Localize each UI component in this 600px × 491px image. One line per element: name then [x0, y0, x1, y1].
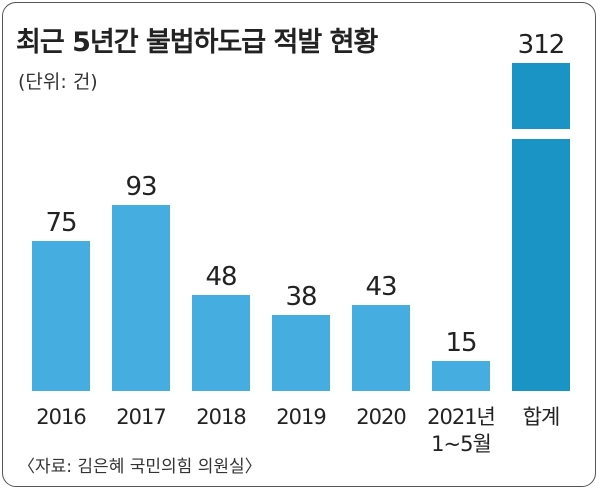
bar-total — [512, 63, 570, 391]
category-label-3: 2019 — [276, 405, 325, 429]
bar-2 — [192, 295, 250, 391]
value-label-6: 312 — [518, 30, 565, 60]
value-label-0: 75 — [45, 208, 76, 238]
value-label-4: 43 — [365, 272, 396, 302]
chart-title: 최근 5년간 불법하도급 적발 현황 — [16, 27, 378, 58]
bar-1 — [112, 205, 170, 391]
category-label-5-1: 1~5월 — [431, 432, 491, 456]
bar-5 — [432, 361, 490, 391]
unit-label: (단위: 건) — [18, 71, 98, 93]
category-label-1: 2017 — [116, 405, 165, 429]
chart-frame — [2, 2, 596, 487]
bar-3 — [272, 315, 330, 391]
value-label-2: 48 — [205, 262, 236, 292]
value-label-5: 15 — [445, 328, 476, 358]
bar-4 — [352, 305, 410, 391]
category-label-2: 2018 — [196, 405, 245, 429]
category-label-4: 2020 — [356, 405, 405, 429]
value-label-1: 93 — [125, 172, 156, 202]
bar-0 — [32, 241, 90, 391]
category-label-5-0: 2021년 — [427, 405, 495, 429]
source-note: 〈자료: 김은혜 국민의힘 의원실〉 — [18, 457, 262, 477]
category-label-0: 2016 — [36, 405, 86, 429]
category-label-6: 합계 — [523, 405, 560, 429]
value-label-3: 38 — [285, 282, 316, 312]
axis-break-gap — [510, 129, 572, 139]
